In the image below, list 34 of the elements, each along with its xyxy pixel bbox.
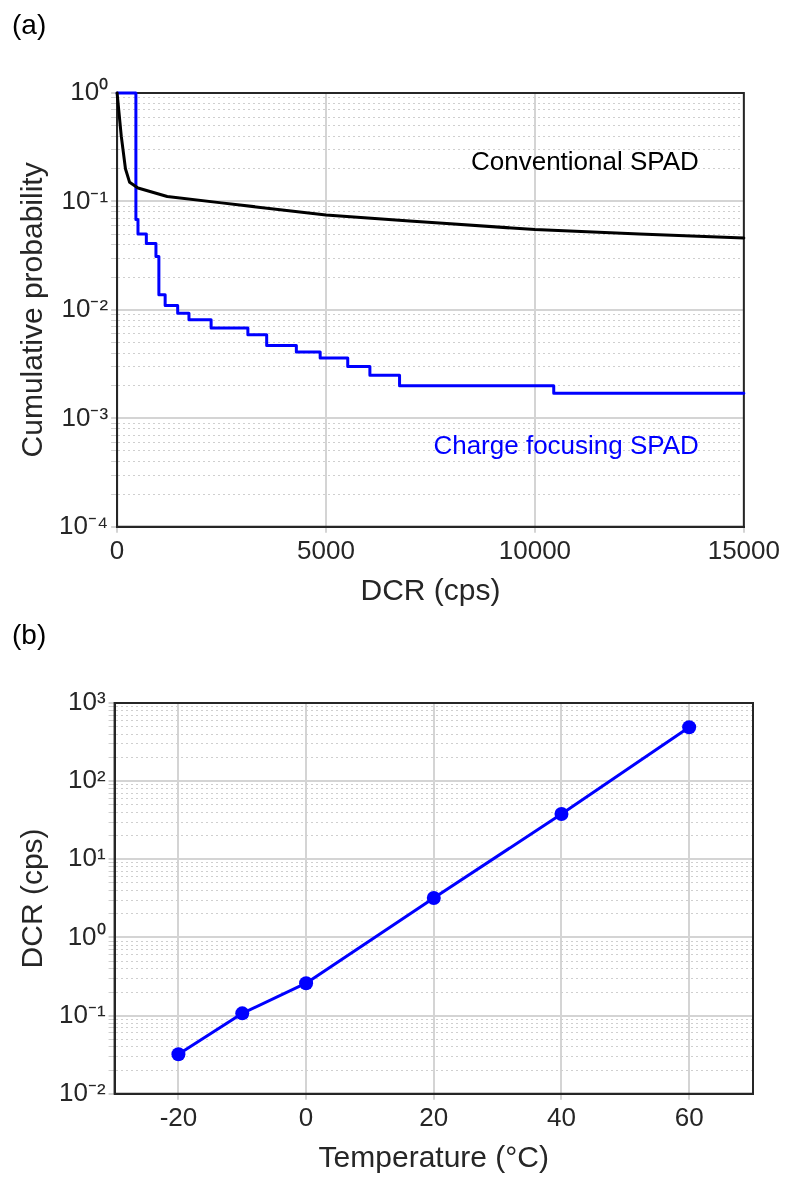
x-tick-label: 60 (674, 1101, 704, 1132)
y-tick-label: 10⁻¹ (61, 184, 109, 215)
series-label: Charge focusing SPAD (433, 429, 699, 460)
point (554, 807, 569, 821)
y-tick-label: 10¹ (68, 842, 106, 873)
point (171, 1047, 186, 1062)
chart-title: (b) (12, 618, 47, 650)
y-tick-label: 10⁻³ (61, 401, 109, 432)
y-tick-label: 10⁻² (61, 293, 109, 324)
x-tick-label: 0 (298, 1101, 314, 1132)
x-axis-title: Temperature (°C) (318, 1140, 549, 1174)
point (299, 976, 314, 991)
x-tick-label: 10000 (498, 534, 572, 565)
point (426, 891, 441, 905)
y-tick-label: 10⁰ (70, 76, 109, 107)
y-tick-label: 10² (68, 764, 106, 795)
series-label: Conventional SPAD (470, 146, 699, 177)
y-tick-label: 10⁰ (67, 920, 106, 951)
y-tick-label: 10⁻⁴ (59, 509, 109, 540)
x-tick-label: 0 (109, 534, 125, 565)
x-tick-label: 15000 (707, 534, 781, 565)
point (682, 720, 697, 735)
y-tick-label: 10⁻¹ (59, 998, 106, 1029)
y-axis-title: Cumulative probability (15, 162, 49, 458)
x-axis-title: DCR (cps) (360, 573, 501, 607)
y-axis-title: DCR (cps) (15, 828, 49, 969)
x-tick-label: 5000 (297, 534, 355, 565)
x-tick-label: 40 (547, 1101, 576, 1132)
x-tick-label: -20 (159, 1101, 198, 1132)
point (235, 1006, 250, 1021)
y-tick-label: 10⁻² (59, 1076, 106, 1107)
y-tick-label: 10³ (68, 686, 106, 717)
x-tick-label: 20 (419, 1101, 449, 1132)
chart-title: (a) (12, 8, 47, 40)
